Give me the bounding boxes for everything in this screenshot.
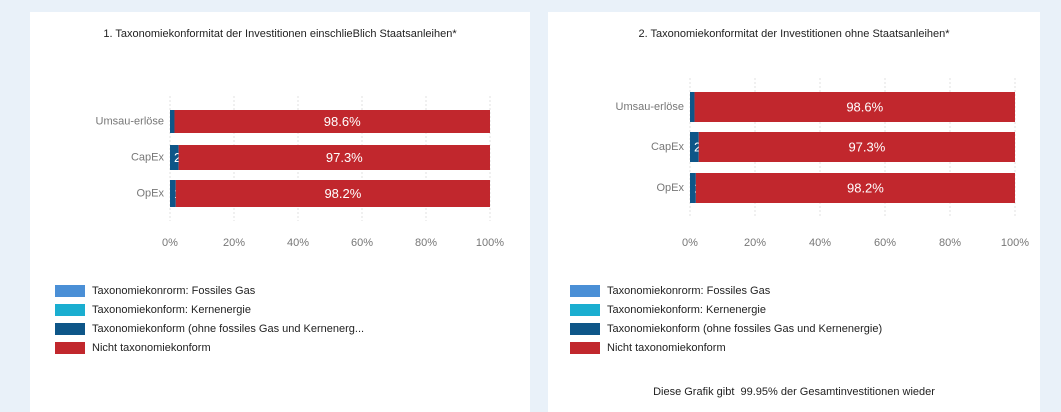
legend-label: Nicht taxonomiekonform [607, 341, 726, 354]
bar-segment [690, 132, 699, 162]
value-label: 98.2% [847, 180, 884, 195]
y-tick-label: OpEx [136, 187, 164, 199]
x-tick-label: 60% [874, 237, 896, 249]
legend-label: Taxonomiekonform (ohne fossiles Gas und … [92, 322, 365, 335]
value-label: 97.3% [848, 139, 885, 154]
legend-item: Taxonomiekonform: Kernenergie [55, 300, 364, 319]
legend-swatch [55, 284, 85, 297]
y-tick-label: Umsau-erlöse [616, 101, 684, 113]
legend-item: Taxonomiekonform (ohne fossiles Gas und … [55, 319, 364, 338]
bar-segment [170, 180, 176, 207]
chart-panel: 2. Taxonomiekonformitat der Investitione… [548, 12, 1040, 412]
legend-swatch [570, 341, 600, 354]
legend-label: Nicht taxonomiekonform [92, 341, 211, 354]
legend: Taxonomiekonrorm: Fossiles Gas Taxonomiek… [55, 281, 364, 357]
y-tick-label: CapEx [651, 141, 685, 153]
bar-segment [174, 110, 491, 133]
annotation: Diese Grafik gibt 99.95% der Gesamtinves… [653, 386, 935, 398]
x-tick-label: 100% [476, 237, 504, 249]
bar-segment [178, 145, 490, 170]
legend-label: Taxonomiekonform: Kernenergie [92, 303, 251, 316]
x-tick-label: 40% [287, 237, 309, 249]
plot: 0%20%40%60%80%100%Umsau-erlöse1.4%98.6%C… [96, 96, 504, 249]
legend-label: Taxonomiekonform: Kernenergie [607, 303, 766, 316]
x-tick-label: 40% [809, 237, 831, 249]
x-tick-label: 80% [415, 237, 437, 249]
x-tick-label: 0% [682, 237, 698, 249]
legend-item: Taxonomiekonform: Kernenergie [570, 300, 882, 319]
legend-item: Taxonomiekonform (ohne fossiles Gas und … [570, 319, 882, 338]
legend-label: Taxonomiekonrorm: Fossiles Gas [607, 284, 771, 297]
legend-item: Taxonomiekonrorm: Fossiles Gas [55, 281, 364, 300]
x-tick-label: 60% [351, 237, 373, 249]
legend-item: Nicht taxonomiekonform [55, 338, 364, 357]
bar-segment [690, 173, 696, 203]
legend-item: Taxonomiekonrorm: Fossiles Gas [570, 281, 882, 300]
chart-panel: 1. Taxonomiekonformitat der Investitione… [30, 12, 530, 412]
x-tick-label: 80% [939, 237, 961, 249]
y-tick-label: CapEx [131, 151, 165, 163]
bar-segment [170, 110, 175, 133]
legend-swatch [55, 303, 85, 316]
bar-segment [175, 180, 490, 207]
bar-segment [698, 132, 1015, 162]
value-label: 98.6% [846, 99, 883, 114]
x-tick-label: 0% [162, 237, 178, 249]
legend-label: Taxonomiekonform (ohne fossiles Gas und … [607, 322, 883, 335]
x-tick-label: 20% [223, 237, 245, 249]
legend-swatch [570, 303, 600, 316]
chart-title: 2. Taxonomiekonformitat der Investitione… [638, 28, 950, 40]
legend: Taxonomiekonrorm: Fossiles Gas Taxonomiek… [570, 281, 882, 357]
legend-swatch [55, 341, 85, 354]
x-tick-label: 100% [1001, 237, 1029, 249]
legend-swatch [570, 322, 600, 335]
legend-swatch [55, 322, 85, 335]
chart-title: 1. Taxonomiekonformitat der Investitione… [103, 28, 457, 40]
bar-segment [690, 92, 695, 122]
bar-segment [694, 92, 1015, 122]
bar-segment [170, 145, 179, 170]
legend-item: Nicht taxonomiekonform [570, 338, 882, 357]
plot: 0%20%40%60%80%100%Umsau-erlöse1.4%98.6%C… [616, 78, 1029, 249]
value-label: 98.6% [324, 114, 361, 129]
legend-label: Taxonomiekonrorm: Fossiles Gas [92, 284, 256, 297]
value-label: 98.2% [324, 186, 361, 201]
bar-segment [695, 173, 1015, 203]
value-label: 97.3% [326, 150, 363, 165]
y-tick-label: OpEx [656, 182, 684, 194]
legend-swatch [570, 284, 600, 297]
x-tick-label: 20% [744, 237, 766, 249]
y-tick-label: Umsau-erlöse [96, 115, 164, 127]
